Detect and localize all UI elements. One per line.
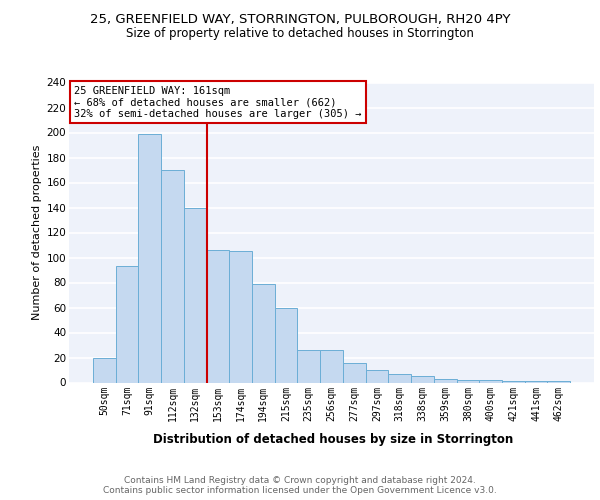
Text: 25 GREENFIELD WAY: 161sqm
← 68% of detached houses are smaller (662)
32% of semi: 25 GREENFIELD WAY: 161sqm ← 68% of detac… <box>74 86 362 118</box>
Bar <box>229 251 252 382</box>
Bar <box>457 380 479 382</box>
Bar <box>275 308 298 382</box>
Bar <box>298 350 320 382</box>
Bar <box>206 250 229 382</box>
Y-axis label: Number of detached properties: Number of detached properties <box>32 145 43 320</box>
Bar <box>184 208 206 382</box>
Bar <box>320 350 343 382</box>
Bar <box>502 381 524 382</box>
Bar <box>161 170 184 382</box>
Bar <box>343 362 365 382</box>
Bar <box>524 381 547 382</box>
Bar <box>479 380 502 382</box>
Text: 25, GREENFIELD WAY, STORRINGTON, PULBOROUGH, RH20 4PY: 25, GREENFIELD WAY, STORRINGTON, PULBORO… <box>90 12 510 26</box>
Bar <box>252 284 275 382</box>
Bar <box>116 266 139 382</box>
Bar <box>93 358 116 382</box>
Text: Size of property relative to detached houses in Storrington: Size of property relative to detached ho… <box>126 28 474 40</box>
Bar <box>139 134 161 382</box>
Bar <box>365 370 388 382</box>
Text: Distribution of detached houses by size in Storrington: Distribution of detached houses by size … <box>153 432 513 446</box>
Bar <box>411 376 434 382</box>
Bar <box>547 381 570 382</box>
Text: Contains HM Land Registry data © Crown copyright and database right 2024.
Contai: Contains HM Land Registry data © Crown c… <box>103 476 497 495</box>
Bar <box>388 374 411 382</box>
Bar <box>434 379 457 382</box>
